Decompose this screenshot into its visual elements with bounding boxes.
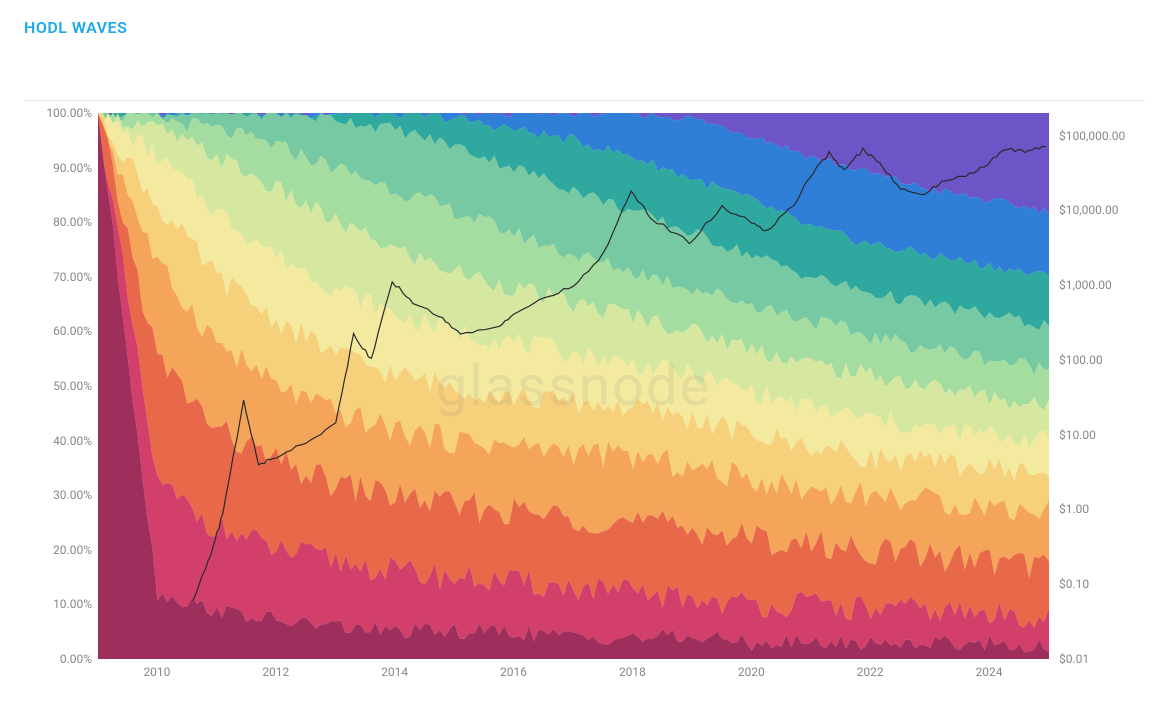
y-left-tick: 80.00% [53,215,92,229]
y-left-tick: 0.00% [60,652,92,666]
x-tick: 2020 [738,665,765,679]
y-right-tick: $10,000.00 [1059,203,1118,217]
y-left-tick: 60.00% [53,324,92,338]
y-left-tick: 90.00% [53,161,92,175]
y-left-tick: 20.00% [53,543,92,557]
y-left-tick: 40.00% [53,434,92,448]
y-right-tick: $1.00 [1059,502,1089,516]
x-tick: 2010 [143,665,170,679]
plot-svg [98,113,1049,659]
x-tick: 2022 [857,665,884,679]
y-left-tick: 50.00% [53,379,92,393]
x-tick: 2018 [619,665,646,679]
y-right-tick: $0.10 [1059,577,1089,591]
x-tick: 2016 [500,665,527,679]
y-right-tick: $0.01 [1059,652,1089,666]
y-left-tick: 30.00% [53,488,92,502]
x-tick: 2024 [976,665,1003,679]
y-right-tick: $10.00 [1059,428,1096,442]
chart-title: HODL WAVES [0,0,1169,37]
y-left-tick: 70.00% [53,270,92,284]
chart-container: >10y7y-10y5y-7y3y-5y2y-3y1y-2y6m-12m3m-6… [24,100,1145,689]
y-right-tick: $100.00 [1059,353,1103,367]
y-right-tick: $1,000.00 [1059,278,1112,292]
y-left-tick: 10.00% [53,597,92,611]
x-tick: 2014 [381,665,408,679]
plot-area: glassnode [98,113,1049,659]
y-right-tick: $100,000.00 [1059,129,1125,143]
y-left-tick: 100.00% [46,106,92,120]
x-tick: 2012 [262,665,289,679]
